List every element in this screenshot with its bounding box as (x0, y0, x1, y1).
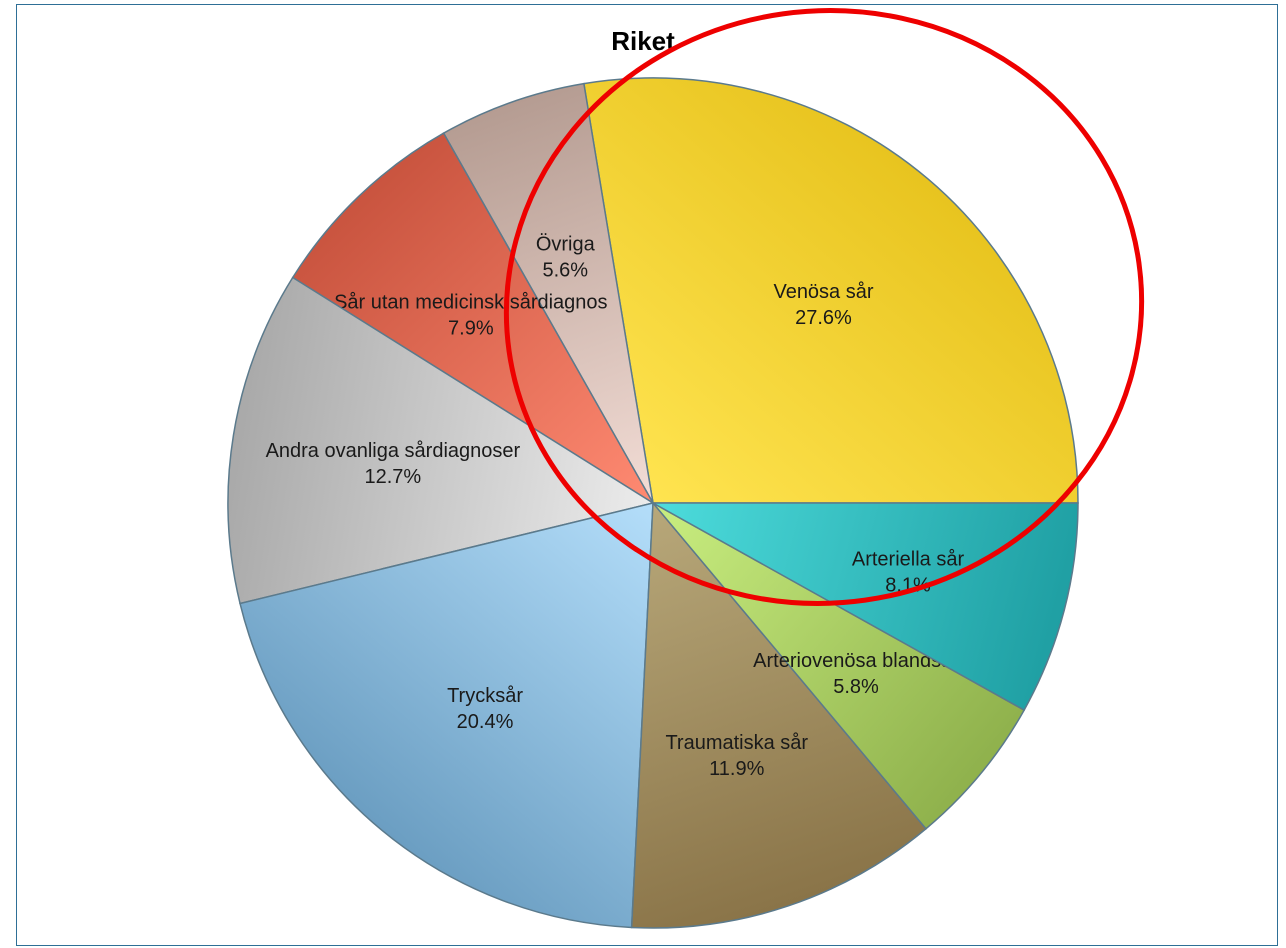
slice-value-label: 20.4% (457, 711, 514, 733)
slice-label: Andra ovanliga sårdiagnoser (266, 440, 521, 462)
slice-label: Arteriella sår (852, 548, 965, 570)
slice-label: Venösa sår (773, 281, 873, 303)
pie-slice (239, 502, 654, 929)
slice-label: Arteriovenösa blandsår (753, 650, 959, 672)
slice-value-label: 11.9% (709, 758, 764, 780)
slice-value-label: 12.7% (365, 466, 422, 488)
slice-value-label: 27.6% (795, 307, 852, 329)
pie-slice (227, 276, 655, 605)
pie-slice (652, 502, 1026, 830)
slice-label: Traumatiska sår (665, 732, 808, 754)
pie-slice (650, 502, 1079, 712)
highlight-ellipse (503, 8, 1145, 606)
slice-value-label: 7.9% (448, 318, 494, 340)
slice-label: Övriga (536, 234, 596, 256)
pie-slice (630, 501, 928, 929)
slice-value-label: 5.8% (833, 676, 879, 698)
pie-slice (291, 132, 654, 504)
slice-label: Sår utan medicinsk sårdiagnos (334, 292, 607, 314)
slice-label: Trycksår (447, 685, 523, 707)
slice-value-label: 5.6% (543, 260, 589, 282)
pie-slice (442, 82, 654, 504)
pie-slice (583, 77, 1079, 504)
slice-value-label: 8.1% (885, 574, 931, 596)
